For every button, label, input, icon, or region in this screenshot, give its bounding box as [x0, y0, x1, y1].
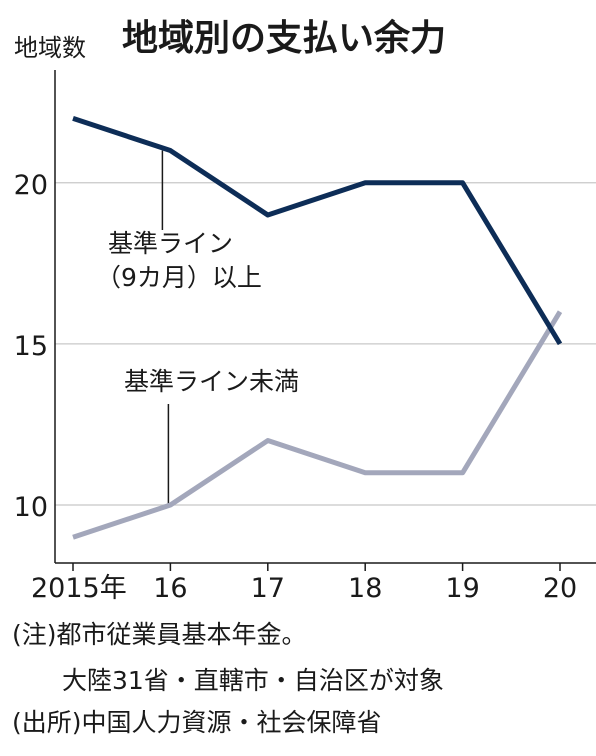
x-tick-label-0: 2015年	[31, 573, 127, 604]
y-tick-label-15: 15	[14, 331, 48, 362]
y-tick-labels: 10 15 20	[14, 170, 48, 523]
annotation-upper-line1: 基準ライン	[108, 229, 233, 258]
x-tick-labels: 2015年 16 17 18 19 20	[31, 573, 577, 604]
series-line-0	[72, 115, 563, 346]
line-chart: 地域数 地域別の支払い余力 10 15 20 2015年 16 17 18 19 20 基準ラ…	[14, 17, 596, 604]
y-tick-label-10: 10	[14, 492, 48, 523]
y-tick-label-20: 20	[14, 170, 48, 201]
annotation-upper-line2: （9カ月）以上	[96, 263, 262, 292]
annotation-lower: 基準ライン未満	[124, 367, 299, 396]
series-lines	[72, 115, 563, 540]
x-tick-label-4: 19	[445, 573, 479, 604]
x-tick-label-5: 20	[543, 573, 577, 604]
axes	[54, 70, 596, 571]
note-line-2: 大陸31省・直轄市・自治区が対象	[12, 666, 444, 695]
grid-lines	[55, 182, 596, 506]
note-line-3: (出所)中国人力資源・社会保障省	[12, 708, 382, 737]
series-line-1	[72, 310, 563, 540]
annotation-leaders	[161, 150, 170, 505]
note-line-1: (注)都市従業員基本年金。	[12, 620, 307, 649]
chart-title: 地域別の支払い余力	[122, 17, 446, 59]
x-tick-label-2: 17	[251, 573, 285, 604]
x-tick-label-1: 16	[153, 573, 187, 604]
y-axis-label: 地域数	[14, 34, 86, 62]
x-tick-label-3: 18	[348, 573, 382, 604]
